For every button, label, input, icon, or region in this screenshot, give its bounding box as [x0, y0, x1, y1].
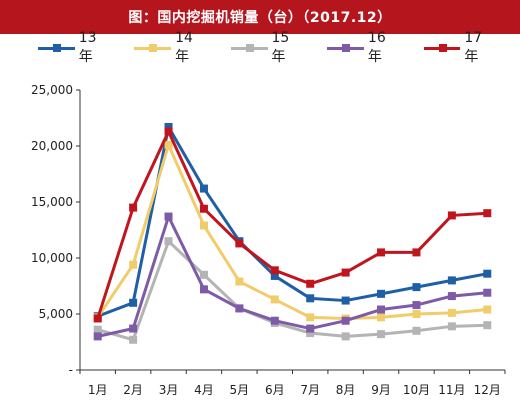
data-point	[129, 203, 138, 212]
y-tick-label: 25,000	[31, 83, 73, 97]
legend-item-14: 14年	[134, 30, 205, 66]
x-tick-label: 1月	[88, 383, 108, 397]
y-tick-label: 20,000	[31, 139, 73, 153]
data-point	[270, 271, 279, 280]
series-line-15年	[97, 239, 488, 342]
data-point	[199, 270, 208, 279]
data-point	[412, 248, 421, 257]
data-point	[447, 308, 456, 317]
legend-item-17: 17年	[423, 30, 495, 66]
y-tick-label: 10,000	[31, 251, 73, 265]
data-point	[412, 301, 421, 310]
x-tick-label: 4月	[194, 383, 214, 397]
legend-swatch-16	[327, 41, 364, 55]
legend-swatch-17	[423, 41, 461, 55]
data-point	[341, 268, 350, 277]
legend-item-15: 15年	[230, 30, 302, 66]
data-point	[164, 140, 173, 149]
data-point	[447, 322, 456, 331]
legend-swatch-15	[230, 41, 268, 55]
data-point	[235, 277, 244, 286]
legend-item-13: 13年	[38, 30, 109, 66]
data-point	[93, 325, 102, 334]
data-point	[483, 305, 492, 314]
data-point	[341, 296, 350, 305]
data-point	[412, 326, 421, 335]
data-point	[447, 276, 456, 285]
data-point	[306, 329, 315, 338]
data-point	[483, 269, 492, 278]
x-tick-label: 6月	[265, 383, 285, 397]
data-point	[412, 283, 421, 292]
data-point	[377, 248, 386, 257]
data-point	[377, 289, 386, 298]
data-point	[483, 321, 492, 330]
x-tick-label: 3月	[159, 383, 179, 397]
data-point	[377, 313, 386, 322]
x-tick-label: 12月	[474, 383, 501, 397]
data-point	[306, 294, 315, 303]
y-tick-label: -	[69, 363, 73, 377]
data-point	[377, 330, 386, 339]
data-point	[129, 260, 138, 269]
data-point	[341, 316, 350, 325]
series-line-13年	[97, 125, 488, 318]
data-point	[447, 211, 456, 220]
data-point	[270, 316, 279, 325]
x-tick-label: 2月	[123, 383, 143, 397]
data-point	[306, 279, 315, 288]
x-tick-label: 7月	[300, 383, 320, 397]
data-point	[412, 310, 421, 318]
data-point	[306, 313, 315, 322]
series-line-14年	[96, 143, 488, 320]
legend-label-15: 15年	[271, 30, 290, 65]
x-tick-label: 8月	[336, 383, 356, 397]
data-point	[199, 285, 208, 294]
data-point	[270, 295, 279, 304]
data-point	[164, 122, 173, 131]
data-point	[199, 204, 208, 213]
series-line-16年	[97, 215, 488, 338]
data-point	[235, 304, 244, 313]
legend-label-14: 14年	[175, 30, 193, 65]
x-tick-label: 10月	[403, 383, 430, 397]
legend-swatch-14	[134, 41, 172, 55]
legend-swatch-13	[38, 41, 75, 55]
data-point	[306, 324, 315, 333]
x-tick-label: 11月	[438, 383, 465, 397]
chart-title: 图：国内挖掘机销量（台）（2017.12）	[0, 0, 520, 34]
data-point	[483, 209, 492, 218]
legend-item-16: 16年	[327, 30, 398, 66]
x-tick-label: 5月	[230, 383, 250, 397]
legend-label-16: 16年	[367, 30, 386, 65]
data-point	[270, 266, 279, 275]
data-point	[164, 127, 173, 136]
data-point	[164, 237, 173, 246]
data-point	[129, 298, 138, 307]
data-point	[93, 332, 102, 341]
data-point	[483, 288, 492, 297]
series-line-17年	[96, 129, 488, 319]
data-point	[341, 332, 350, 341]
data-point	[447, 292, 456, 301]
x-tick-label: 9月	[371, 383, 391, 397]
data-point	[235, 239, 244, 248]
data-point	[377, 305, 386, 314]
data-point	[164, 212, 173, 221]
legend-label-13: 13年	[78, 30, 97, 65]
chart-legend: 13年 14年 15年 16年 17年	[38, 30, 520, 65]
y-tick-label: 15,000	[31, 195, 73, 209]
data-point	[129, 324, 138, 333]
data-point	[199, 221, 208, 230]
data-point	[199, 184, 208, 193]
data-point	[93, 314, 102, 323]
y-tick-label: 5,000	[39, 307, 73, 321]
data-point	[129, 335, 138, 344]
legend-label-17: 17年	[464, 30, 483, 65]
